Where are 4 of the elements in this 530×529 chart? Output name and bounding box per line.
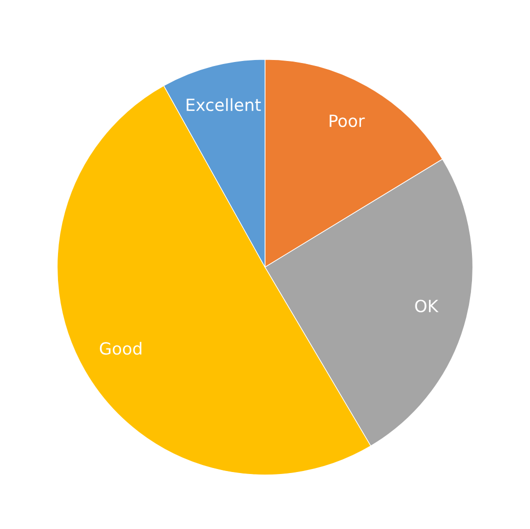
slice-label: OK <box>415 300 439 312</box>
slice-label: Excellent <box>186 98 261 112</box>
slice-label: Poor <box>330 114 365 128</box>
slice-label: Good <box>100 342 142 355</box>
